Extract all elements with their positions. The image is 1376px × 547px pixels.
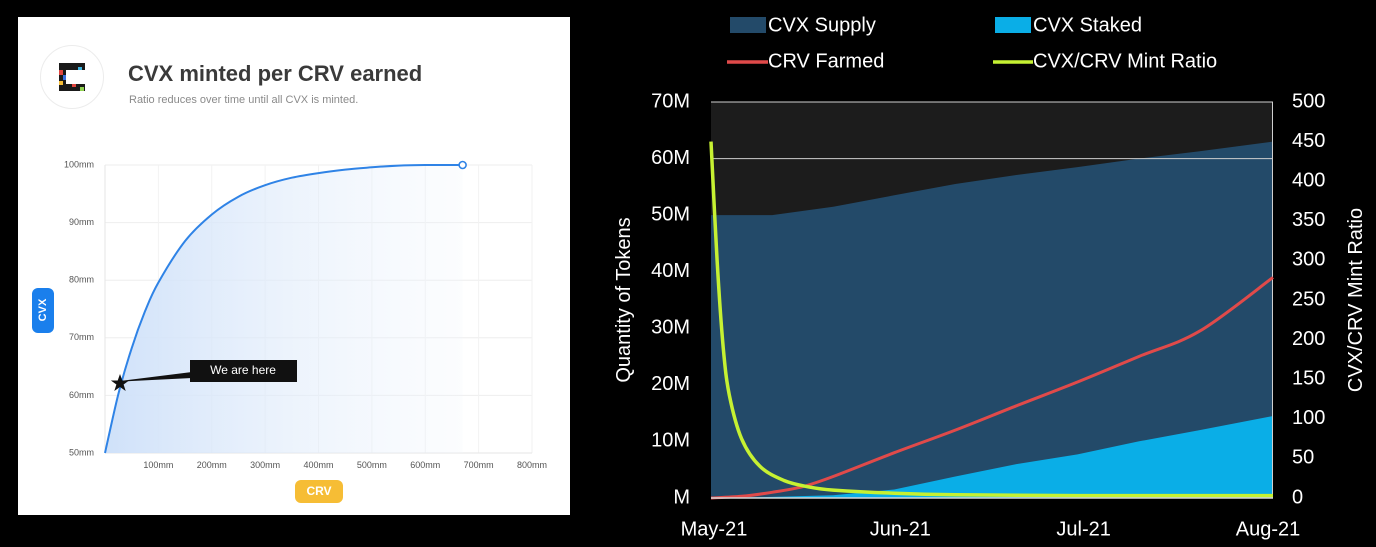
left-curve-line (104, 163, 463, 454)
cvx-axis-label: CVX (37, 298, 49, 321)
cvx-staked-area (711, 416, 1273, 498)
left-y-tick-label: 60mm (69, 390, 94, 400)
right-y-tick-label: 60M (651, 147, 690, 169)
legend-item-cvx-supply: CVX Supply (730, 14, 876, 36)
left-x-tick-label: 400mm (303, 460, 333, 470)
legend-item-cvx-staked: CVX Staked (995, 14, 1142, 36)
left-chart-subtitle: Ratio reduces over time until all CVX is… (129, 94, 359, 106)
star-icon (110, 374, 130, 391)
left-curve-endpoint (458, 160, 467, 170)
left-x-tick-label: 700mm (464, 460, 494, 470)
right-y2-tick-label: 250 (1292, 288, 1325, 310)
legend-item-mint-ratio: CVX/CRV Mint Ratio (993, 50, 1217, 72)
legend-label-mint-ratio: CVX/CRV Mint Ratio (1033, 50, 1217, 72)
left-chart-title: CVX minted per CRV earned (128, 61, 423, 86)
legend-label-cvx-supply: CVX Supply (768, 14, 876, 36)
crv-farmed-line (710, 276, 1274, 500)
left-x-tick-label: 200mm (197, 460, 227, 470)
right-x-tick-label: May-21 (681, 518, 748, 540)
right-y2label: CVX/CRV Mint Ratio (1345, 208, 1367, 392)
right-y2-tick-label: 350 (1292, 209, 1325, 231)
left-x-tick-label: 100mm (143, 460, 173, 470)
left-y-tick-label: 70mm (69, 332, 94, 342)
we-are-here-annotation: We are here (110, 360, 297, 391)
legend-swatch-cvx-staked (995, 17, 1031, 33)
convex-logo-mark (59, 63, 85, 91)
right-y-tick-label: 10M (651, 430, 690, 452)
right-ylabel: Quantity of Tokens (613, 217, 635, 382)
right-y2-tick-label: 200 (1292, 328, 1325, 350)
left-y-tick-label: 100mm (64, 159, 94, 169)
legend-label-cvx-staked: CVX Staked (1033, 14, 1142, 36)
right-y-tick-label: 40M (651, 260, 690, 282)
mint-ratio-line (709, 141, 1274, 498)
convex-logo (40, 45, 104, 109)
right-y-tick-label: 50M (651, 203, 690, 225)
right-y2-tick-label: 100 (1292, 407, 1325, 429)
left-x-tick-label: 600mm (410, 460, 440, 470)
we-are-here-label: We are here (210, 363, 276, 377)
right-legend: CVX Supply CVX Staked CRV Farmed CVX/CRV… (727, 14, 1217, 72)
right-y2-tick-label: 450 (1292, 130, 1325, 152)
left-y-axis: 50mm 60mm 70mm 80mm 90mm 100mm (64, 159, 94, 457)
right-x-tick-label: Jul-21 (1056, 518, 1110, 540)
right-y2-tick-label: 0 (1292, 486, 1303, 508)
legend-item-crv-farmed: CRV Farmed (727, 50, 884, 72)
right-y2-tick-label: 150 (1292, 367, 1325, 389)
legend-label-crv-farmed: CRV Farmed (768, 50, 884, 72)
cvx-supply-area (711, 141, 1273, 498)
left-y-tick-label: 80mm (69, 275, 94, 285)
legend-swatch-cvx-supply (730, 17, 766, 33)
right-x-tick-label: Jun-21 (870, 518, 931, 540)
right-left-y-axis: M 10M 20M 30M 40M 50M 60M 70M (651, 90, 690, 508)
left-x-tick-label: 800mm (517, 460, 547, 470)
left-y-tick-label: 90mm (69, 217, 94, 227)
right-y2-tick-label: 50 (1292, 447, 1314, 469)
right-y2-tick-label: 500 (1292, 90, 1325, 112)
right-y-tick-label: 70M (651, 90, 690, 112)
right-y-tick-label: 30M (651, 317, 690, 339)
right-secondary-y-axis: 0 50 100 150 200 250 300 350 400 450 500 (1292, 90, 1325, 508)
right-y-tick-label: 20M (651, 373, 690, 395)
right-x-axis: May-21 Jun-21 Jul-21 Aug-21 (681, 518, 1301, 540)
left-x-tick-label: 300mm (250, 460, 280, 470)
right-area-series (711, 141, 1273, 498)
left-x-tick-label: 500mm (357, 460, 387, 470)
crv-axis-label: CRV (306, 484, 331, 498)
right-y-tick-label: M (673, 486, 690, 508)
cvx-axis-badge: CVX (32, 288, 54, 333)
left-x-axis: 100mm 200mm 300mm 400mm 500mm 600mm 700mm 800mm (143, 460, 547, 470)
right-x-tick-label: Aug-21 (1236, 518, 1301, 540)
right-y2-tick-label: 400 (1292, 169, 1325, 191)
right-y2-tick-label: 300 (1292, 249, 1325, 271)
crv-axis-badge: CRV (295, 480, 343, 503)
left-y-tick-label: 50mm (69, 447, 94, 457)
